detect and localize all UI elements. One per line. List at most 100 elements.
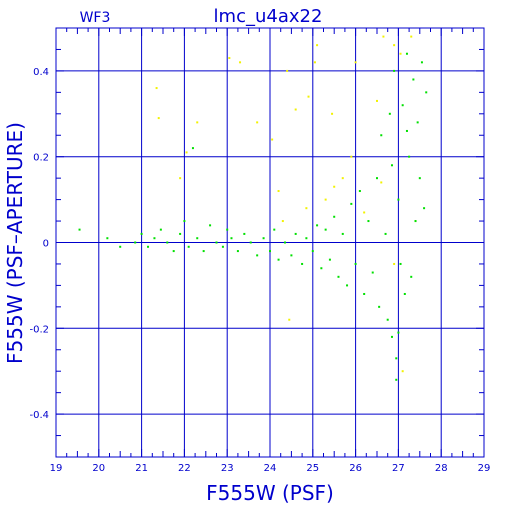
data-point: [191, 147, 194, 150]
x-tick-label: 27: [392, 463, 405, 474]
data-point: [301, 262, 304, 265]
data-point: [271, 138, 274, 141]
data-point: [134, 241, 137, 244]
data-point: [333, 215, 336, 218]
data-point: [397, 331, 400, 334]
y-axis-label: F555W (PSF–APERTURE): [3, 122, 27, 364]
data-point: [155, 87, 158, 90]
x-tick-label: 26: [349, 463, 362, 474]
x-tick-label: 24: [264, 463, 277, 474]
data-point: [423, 207, 426, 210]
data-point: [401, 104, 404, 107]
data-point: [324, 198, 327, 201]
data-point: [384, 232, 387, 235]
x-tick-label: 22: [178, 463, 191, 474]
data-point: [341, 232, 344, 235]
data-point: [333, 185, 336, 188]
data-point: [140, 232, 143, 235]
data-point: [350, 155, 353, 158]
data-point: [393, 262, 396, 265]
data-point: [412, 78, 415, 81]
y-tick-label: 0.4: [33, 67, 49, 78]
data-point: [395, 357, 398, 360]
y-tick-label: -0.4: [29, 410, 49, 421]
data-point: [305, 237, 308, 240]
y-tick-labels: -0.4 -0.2 0 0.2 0.4: [29, 67, 49, 421]
data-point: [226, 228, 229, 231]
data-point: [196, 237, 199, 240]
grid-lines: [56, 28, 484, 457]
data-point: [420, 61, 423, 64]
data-point: [405, 52, 408, 55]
data-point: [256, 254, 259, 257]
data-point: [410, 275, 413, 278]
x-tick-label: 19: [50, 463, 63, 474]
data-point: [418, 177, 421, 180]
panel-label: WF3: [80, 10, 111, 26]
y-tick-label: 0: [43, 239, 49, 250]
data-point: [202, 250, 205, 253]
y-tick-label: 0.2: [33, 153, 49, 164]
data-point: [401, 370, 404, 373]
data-point: [405, 129, 408, 132]
x-tick-label: 23: [221, 463, 234, 474]
data-point: [187, 245, 190, 248]
data-point: [273, 228, 276, 231]
data-point: [320, 267, 323, 270]
data-point: [363, 211, 366, 214]
data-point: [311, 250, 314, 253]
data-point: [393, 44, 396, 47]
data-point: [277, 190, 280, 193]
data-points: [78, 35, 428, 381]
data-point: [209, 224, 212, 227]
data-point: [354, 262, 357, 265]
data-point: [316, 224, 319, 227]
data-point: [262, 237, 265, 240]
data-point: [159, 228, 162, 231]
y-tick-label: -0.2: [29, 324, 49, 335]
data-point: [393, 69, 396, 72]
x-tick-label: 20: [92, 463, 105, 474]
data-point: [313, 61, 316, 64]
data-point: [243, 232, 246, 235]
data-point: [331, 112, 334, 115]
data-point: [283, 241, 286, 244]
data-point: [290, 254, 293, 257]
data-point: [380, 134, 383, 137]
data-point: [277, 258, 280, 261]
data-point: [399, 52, 402, 55]
data-point: [350, 202, 353, 205]
data-point: [346, 284, 349, 287]
data-point: [228, 57, 231, 60]
data-point: [386, 318, 389, 321]
data-point: [269, 250, 271, 253]
data-point: [416, 121, 419, 124]
data-point: [410, 35, 413, 38]
data-point: [403, 292, 406, 295]
data-point: [236, 250, 239, 253]
data-point: [281, 220, 284, 223]
data-point: [367, 220, 370, 223]
x-tick-label: 25: [306, 463, 319, 474]
data-point: [354, 61, 357, 64]
x-tick-label: 29: [478, 463, 491, 474]
data-point: [153, 237, 156, 240]
data-point: [371, 271, 374, 274]
x-tick-label: 28: [435, 463, 448, 474]
data-point: [316, 44, 319, 47]
data-point: [196, 121, 199, 124]
data-point: [157, 117, 160, 120]
data-point: [324, 228, 327, 231]
data-point: [390, 335, 393, 338]
data-point: [185, 151, 188, 154]
data-point: [256, 121, 259, 124]
data-point: [166, 241, 169, 244]
data-point: [239, 61, 242, 64]
data-point: [328, 258, 331, 261]
data-point: [305, 207, 308, 210]
data-point: [337, 275, 340, 278]
data-point: [397, 198, 400, 201]
data-point: [307, 95, 310, 98]
